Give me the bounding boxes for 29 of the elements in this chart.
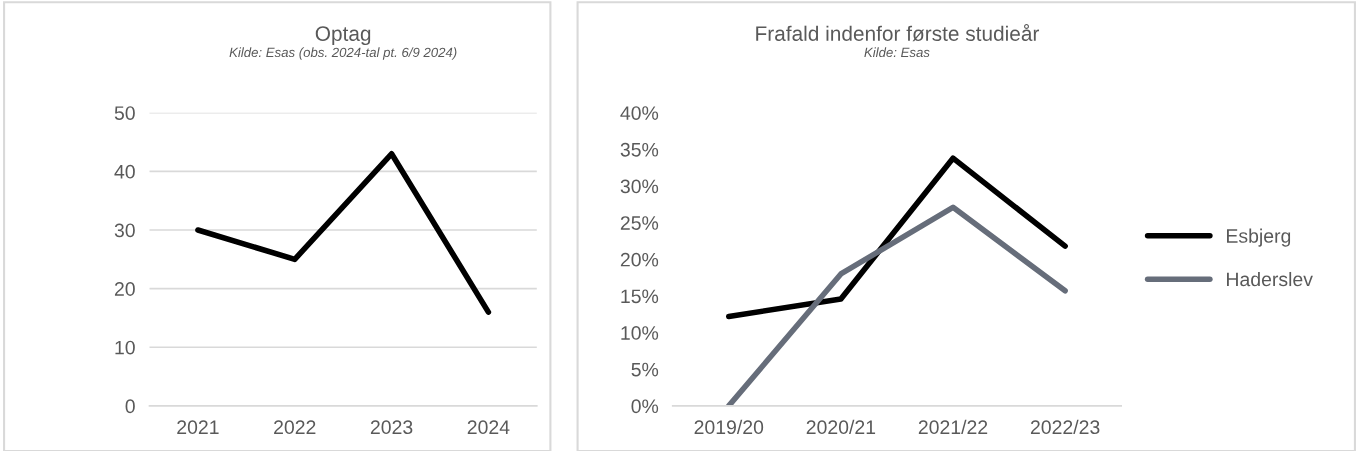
legend-label: Esbjerg (1227, 228, 1291, 247)
y-tick-label: 15% (621, 289, 659, 304)
chart-title: Frafald indenfor første studieår (756, 23, 1040, 42)
y-tick-label: 30 (114, 223, 135, 238)
y-tick-label: 5% (631, 362, 659, 377)
y-tick-label: 0 (125, 399, 135, 414)
y-tick-label: 50 (114, 106, 135, 120)
y-tick-label: 35% (620, 142, 659, 157)
y-tick-label: 10 (115, 340, 135, 355)
y-tick-label: 25% (620, 216, 659, 230)
legend-label: Haderslev (1227, 271, 1313, 287)
y-tick-label: 0% (631, 399, 659, 414)
y-tick-label: 10% (621, 326, 659, 340)
x-tick-label: 2022 (274, 420, 316, 435)
x-tick-label: 2023 (370, 420, 413, 435)
y-tick-label: 40 (114, 164, 135, 179)
x-tick-label: 2019/20 (694, 419, 764, 435)
chart-subtitle: Kilde: Esas (obs. 2024-tal pt. 6/9 2024) (229, 47, 457, 60)
y-tick-label: 40% (620, 106, 659, 120)
x-tick-label: 2022/23 (1030, 419, 1100, 435)
x-tick-label: 2021 (177, 420, 219, 435)
x-tick-label: 2020/21 (806, 419, 876, 435)
x-tick-label: 2024 (467, 420, 510, 435)
y-tick-label: 20 (114, 282, 135, 296)
chart-title: Optag (315, 26, 371, 46)
chart-subtitle: Kilde: Esas (864, 47, 930, 58)
x-tick-label: 2021/22 (918, 419, 988, 435)
y-tick-label: 30% (620, 179, 659, 194)
y-tick-label: 20% (620, 252, 659, 267)
